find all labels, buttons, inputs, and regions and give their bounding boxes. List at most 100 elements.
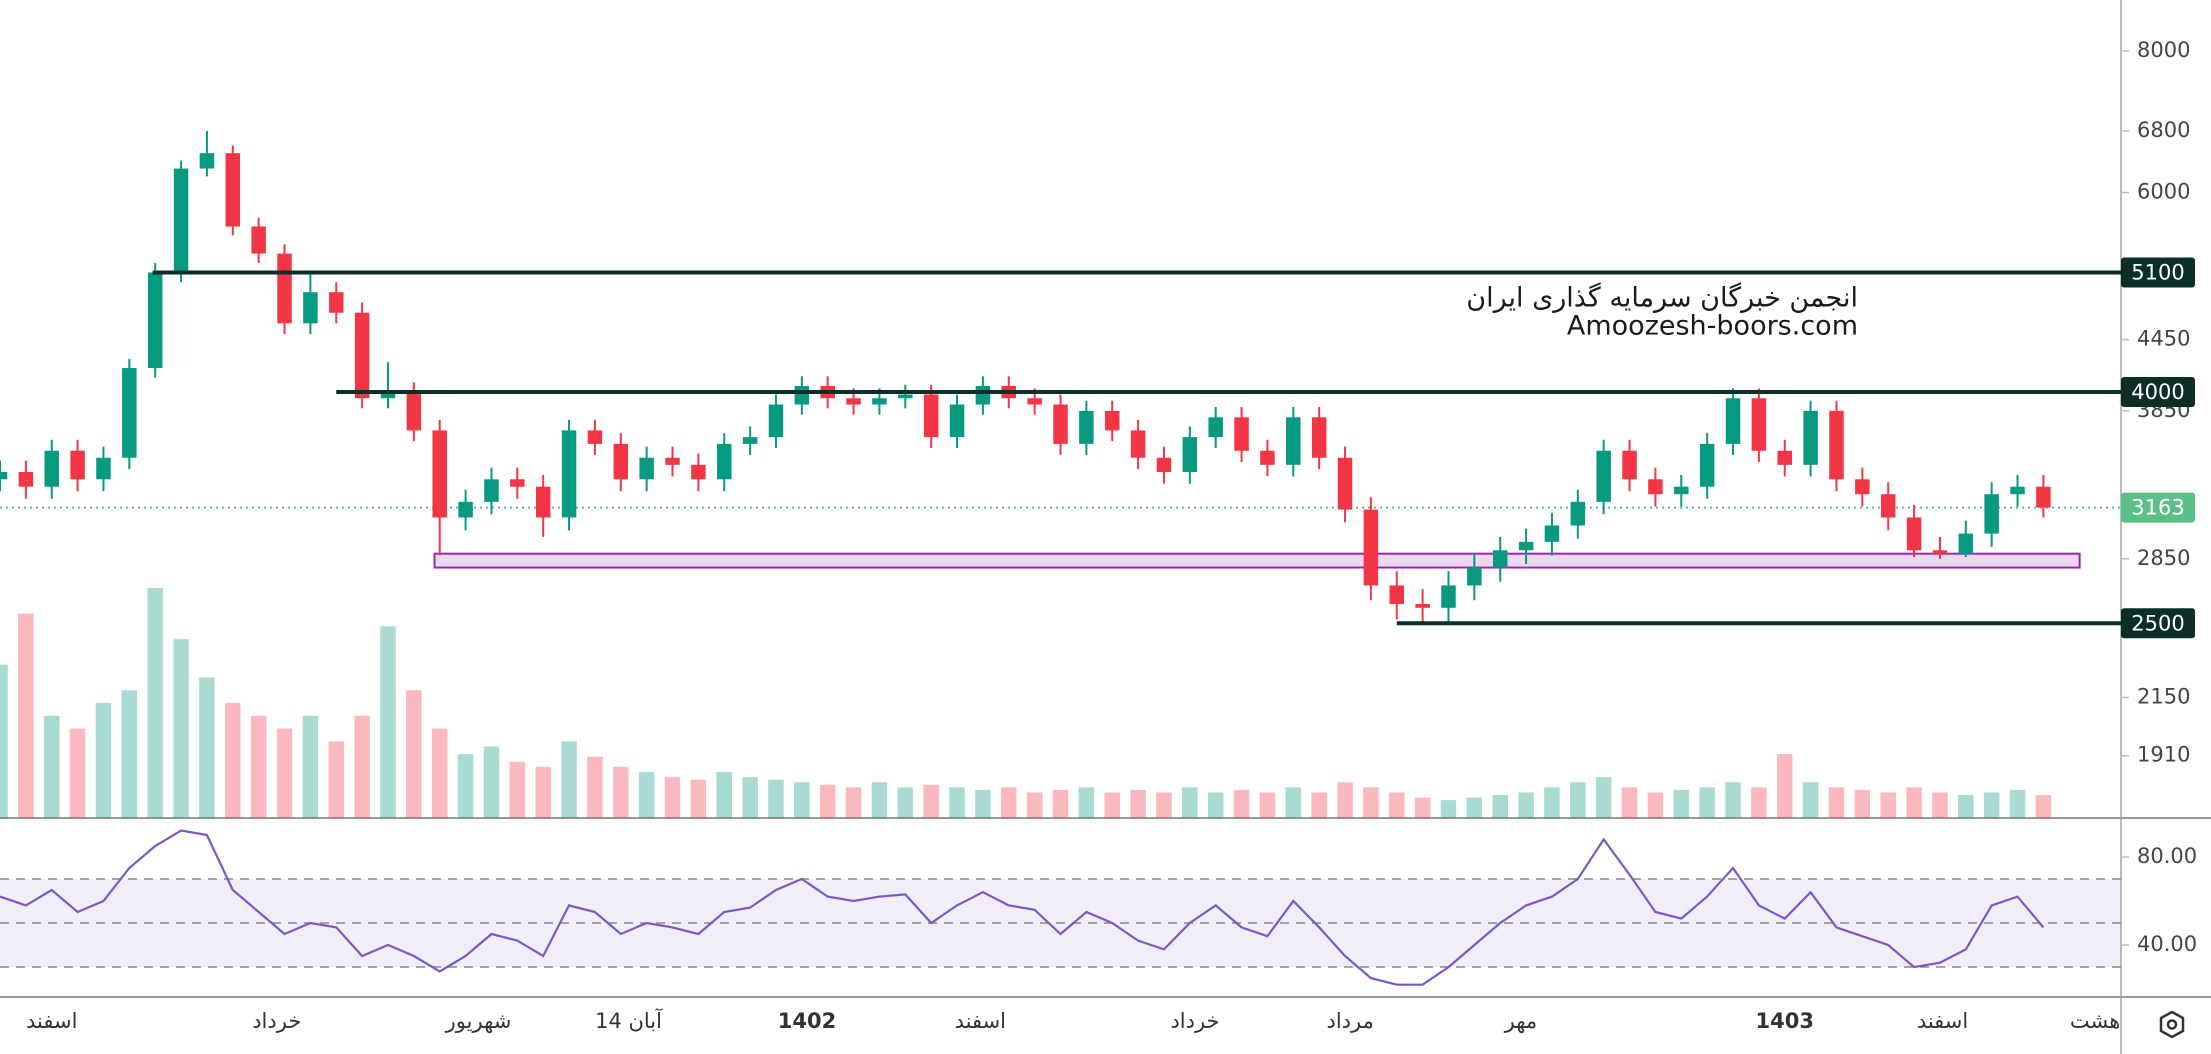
- volume-bar: [1958, 795, 1974, 818]
- candle-body: [432, 430, 447, 518]
- candle-body: [665, 457, 680, 465]
- candle-body: [613, 443, 629, 480]
- candle-body: [768, 404, 784, 438]
- volume-bar: [1802, 782, 1819, 818]
- candle-body: [1958, 533, 1974, 554]
- candle-body: [1829, 410, 1844, 480]
- volume-bar: [380, 626, 396, 818]
- volume-bar: [225, 703, 241, 818]
- volume-bar: [1130, 789, 1146, 818]
- watermark: Amoozesh-boors.com: [1567, 311, 1858, 342]
- volume-bar: [1983, 792, 2000, 818]
- candle-body: [1286, 417, 1301, 465]
- volume-bar: [1207, 792, 1224, 818]
- volume-bar: [509, 761, 526, 818]
- y-tick-label: 6800: [2137, 118, 2190, 142]
- volume-bar: [1932, 792, 1948, 818]
- candle-body: [535, 486, 551, 518]
- volume-bar: [1182, 787, 1198, 818]
- volume-bar: [1776, 754, 1793, 818]
- volume-bar: [1285, 787, 1302, 818]
- candle-body: [147, 272, 163, 369]
- x-tick-label: اسفند: [955, 1009, 1006, 1033]
- candle-body: [510, 479, 525, 487]
- level-label: 5100: [2131, 261, 2184, 285]
- x-tick-label: 1402: [778, 1009, 836, 1033]
- volume-bar: [613, 766, 629, 818]
- x-tick-label: مهر: [1504, 1009, 1538, 1033]
- volume-bar: [1259, 792, 1276, 818]
- rsi-line: [0, 829, 2045, 986]
- volume-bar: [535, 766, 551, 818]
- volume-bar: [1337, 782, 1353, 818]
- y-tick-label: 2150: [2137, 685, 2190, 709]
- volume-bar: [2035, 795, 2052, 818]
- volume-bar: [431, 728, 448, 818]
- volume-bar: [1880, 792, 1896, 818]
- volume-bar: [199, 677, 215, 818]
- candle-body: [872, 398, 887, 405]
- candle-body: [1880, 494, 1896, 518]
- candle-body: [329, 292, 344, 313]
- candle-body: [1906, 517, 1922, 551]
- candle-body: [587, 430, 603, 444]
- candle-body: [1622, 450, 1637, 480]
- volume-bar: [1414, 797, 1431, 818]
- volume-bar: [1233, 789, 1250, 818]
- volume-bar: [1699, 787, 1715, 818]
- candle-body: [1260, 450, 1275, 465]
- candle-body: [96, 457, 111, 480]
- volume-bar: [1104, 792, 1120, 818]
- candle-body: [898, 394, 913, 399]
- candle-body: [1467, 567, 1482, 586]
- volume-bar: [638, 772, 655, 818]
- volume-bar: [587, 756, 603, 818]
- level-label-box: [2121, 377, 2195, 408]
- volume-bar: [457, 754, 474, 818]
- volume-bar: [1052, 789, 1069, 818]
- candle-body: [277, 253, 292, 324]
- level-label: 4000: [2131, 380, 2184, 404]
- x-tick-label: شهریور: [445, 1009, 512, 1033]
- volume-bar: [742, 777, 758, 818]
- x-tick-label: مرداد: [1327, 1009, 1374, 1033]
- volume-bar: [1544, 787, 1560, 818]
- volume-bar: [897, 787, 914, 818]
- x-tick-label: 1403: [1756, 1009, 1814, 1033]
- candle-body: [846, 398, 861, 405]
- volume-bar: [354, 715, 370, 818]
- candle-body: [975, 385, 991, 405]
- x-tick-label: خرداد: [252, 1009, 301, 1033]
- volume-bar: [1828, 787, 1845, 818]
- candle-body: [354, 312, 370, 399]
- candle-body: [2036, 486, 2051, 508]
- volume-bar: [1078, 787, 1095, 818]
- volume-bar: [2009, 789, 2026, 818]
- volume-bar: [1570, 782, 1586, 818]
- volume-bar: [871, 782, 888, 818]
- volume-bar: [1311, 792, 1327, 818]
- volume-bar: [1440, 800, 1457, 818]
- volume-bar: [276, 728, 293, 818]
- y-tick-label: 2850: [2137, 546, 2190, 570]
- volume-bar: [1388, 792, 1405, 818]
- candle-body: [1518, 541, 1534, 551]
- candle-body: [1674, 486, 1689, 495]
- candle-body: [1648, 479, 1663, 495]
- volume-bar: [949, 787, 965, 818]
- volume-bar: [483, 746, 500, 818]
- settings-icon[interactable]: [2159, 1010, 2185, 1039]
- candle-body: [1156, 457, 1172, 473]
- volume-bar: [1647, 792, 1664, 818]
- volume-bar: [1156, 792, 1172, 818]
- watermark: انجمن خبرگان سرمایه گذاری ایران: [1466, 282, 1858, 314]
- candle-body: [122, 368, 137, 458]
- last-price-label: 3163: [2131, 496, 2184, 520]
- y-tick-label: 8000: [2137, 38, 2190, 62]
- level-label-box: [2121, 257, 2195, 288]
- volume-bar: [69, 728, 86, 818]
- x-tick-label: اسفند: [26, 1009, 77, 1033]
- candle-body: [1544, 525, 1560, 542]
- candle-body: [70, 450, 85, 480]
- candle-body: [691, 464, 706, 480]
